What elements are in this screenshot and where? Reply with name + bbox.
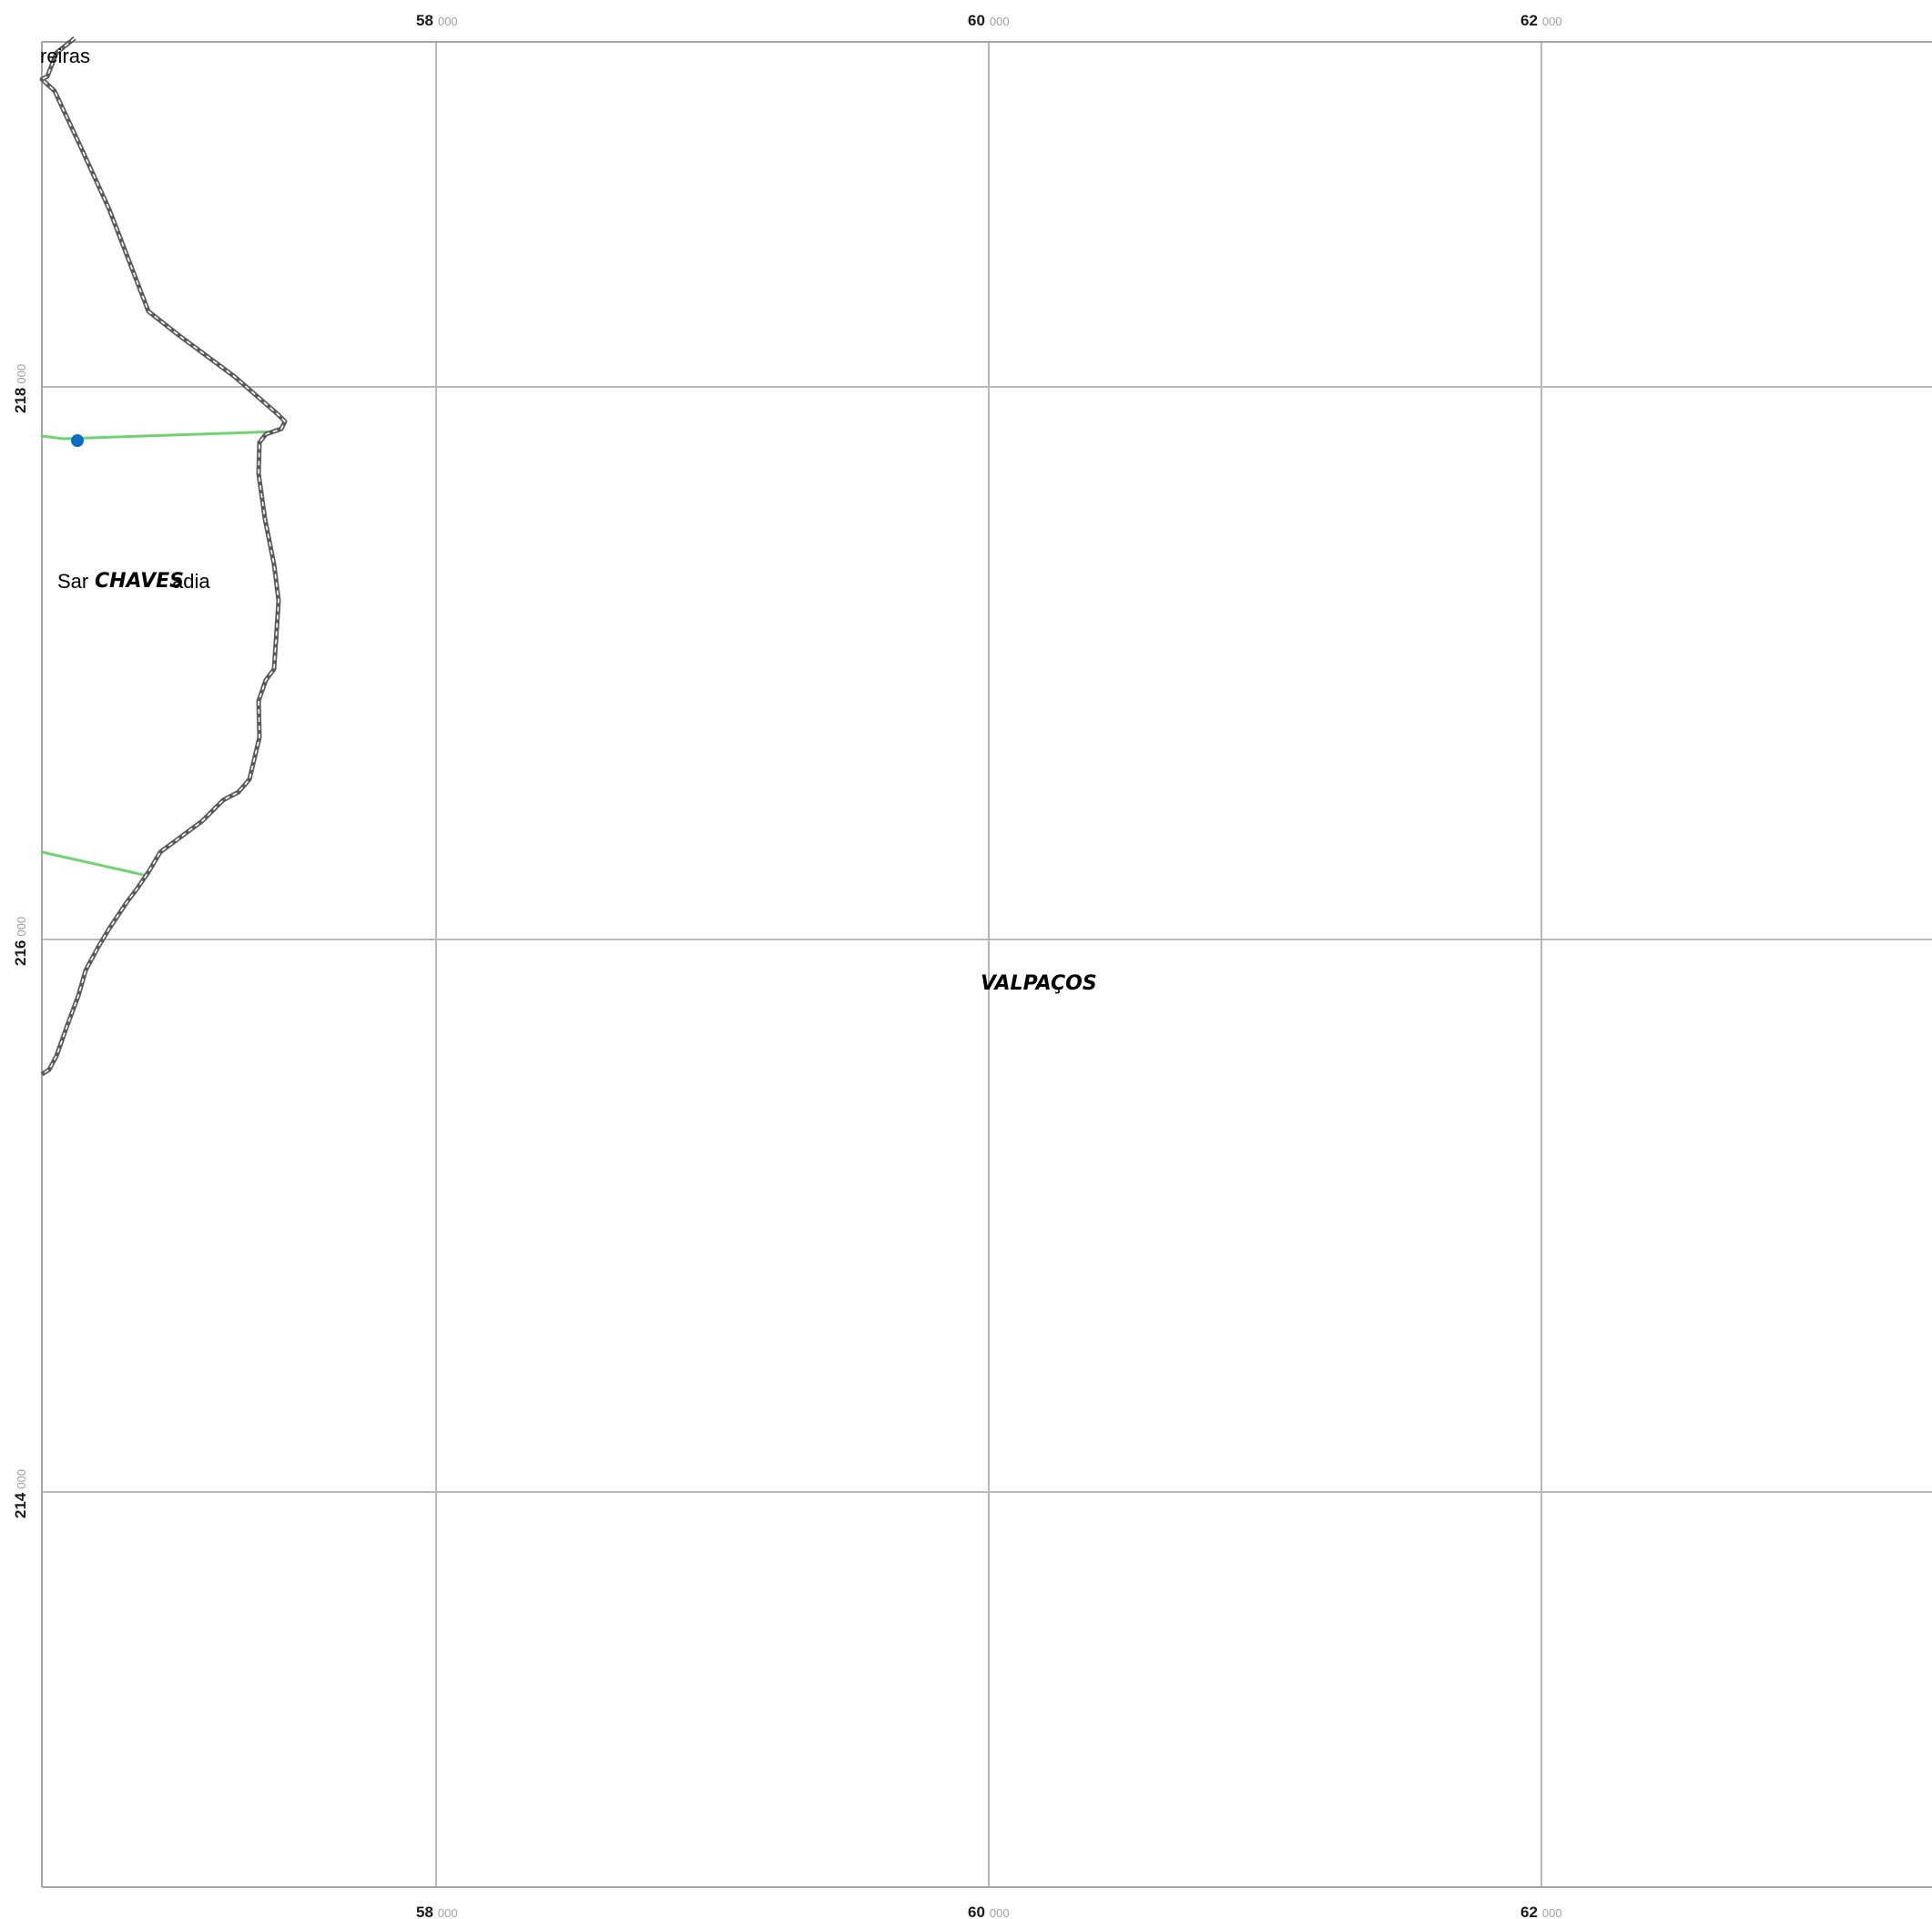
top-coordinate-labels: 58 000 60 000 62 000 [416,12,1562,29]
circle-point-icon[interactable] [71,434,84,447]
bottom-label-62: 62 000 [1520,1904,1562,1919]
left-label-214: 214000 [12,1469,29,1518]
bottom-coordinate-labels: 58 000 60 000 62 000 [416,1904,1562,1919]
boundary-line-inner [41,37,286,1075]
place-label-chaves-area-suffix: adia [172,570,210,593]
map-frame [41,41,1932,1888]
bottom-label-60: 60 000 [968,1904,1010,1919]
municipality-label-chaves: CHAVES [95,570,184,593]
place-label-reiras: reiras [40,45,90,67]
left-label-218: 218000 [12,364,29,413]
top-label-58: 58 000 [416,12,458,29]
municipal-boundary [39,36,288,1077]
road-segment-north[interactable] [40,430,280,441]
grid-lines [42,42,1932,1887]
roads [40,430,280,878]
road-segment-south[interactable] [40,850,149,878]
top-label-62: 62 000 [1520,12,1562,29]
top-label-60: 60 000 [968,12,1010,29]
place-label-chaves-area-prefix: Sar [57,570,88,593]
bottom-label-58: 58 000 [416,1904,458,1919]
left-label-216: 216000 [12,917,29,966]
left-coordinate-labels: 218000 216000 214000 [12,364,29,1518]
municipality-label-valpacos: VALPAÇOS [981,972,1097,995]
